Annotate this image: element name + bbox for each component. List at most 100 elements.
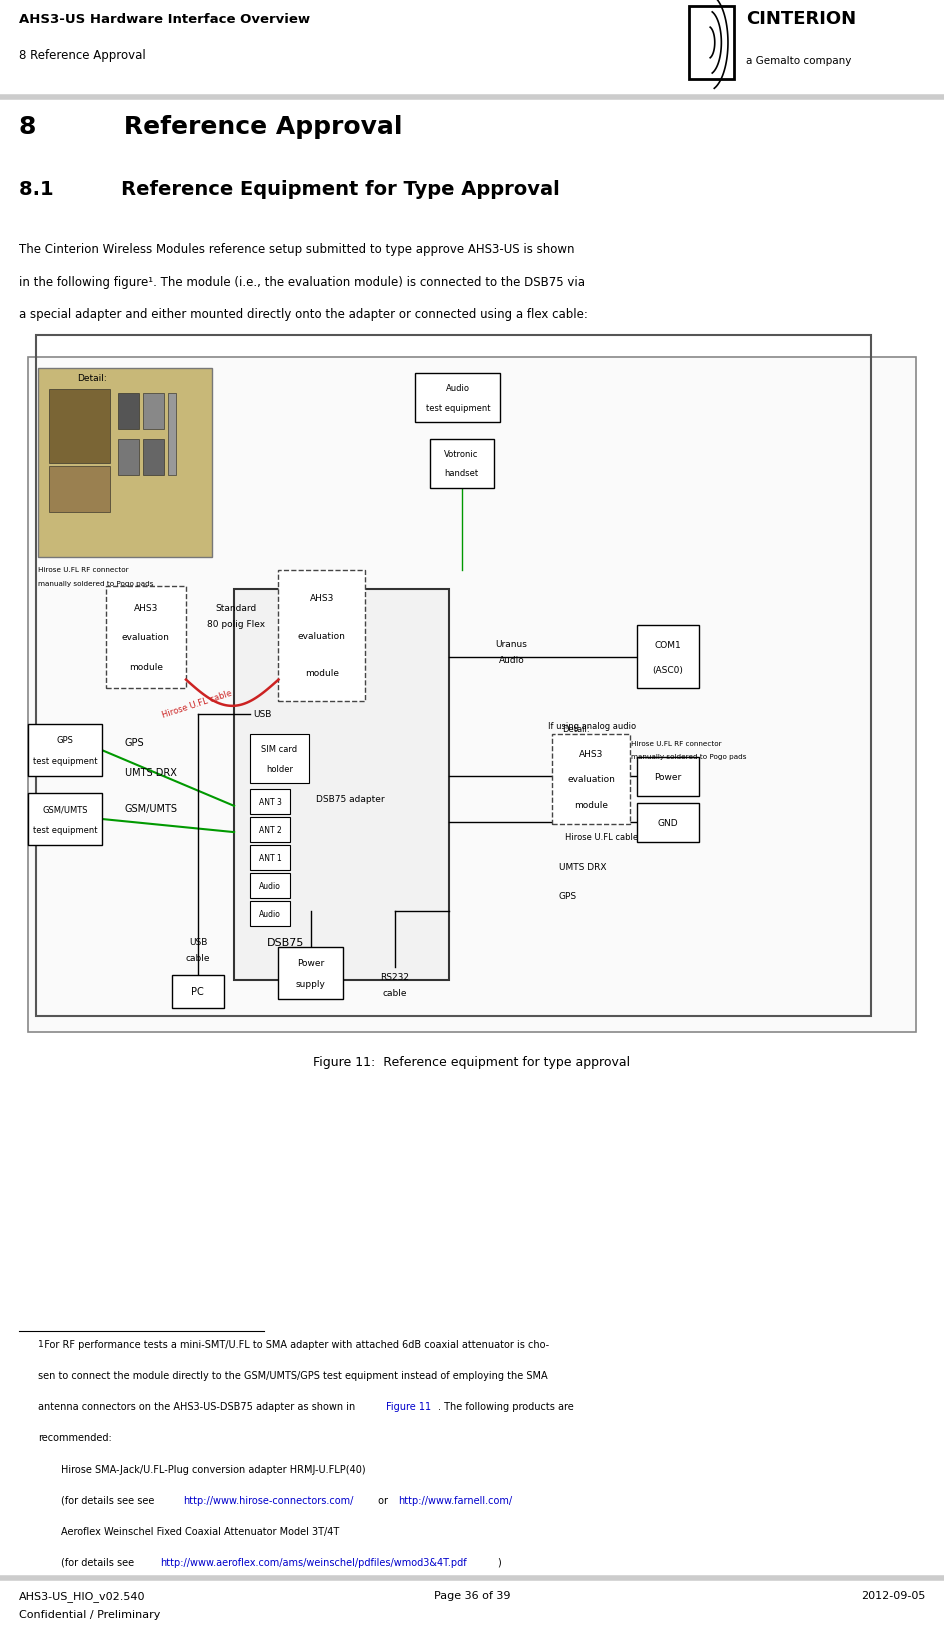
FancyBboxPatch shape — [250, 901, 290, 926]
Text: ANT 1: ANT 1 — [259, 854, 281, 862]
Text: (for details see see: (for details see see — [61, 1495, 158, 1505]
Text: holder: holder — [266, 764, 293, 774]
Text: http://www.farnell.com/: http://www.farnell.com/ — [398, 1495, 513, 1505]
Text: ): ) — [497, 1557, 500, 1567]
FancyBboxPatch shape — [118, 393, 139, 429]
Text: Audio: Audio — [446, 384, 470, 393]
Text: AHS3: AHS3 — [310, 593, 334, 603]
Text: cable: cable — [382, 988, 407, 997]
FancyBboxPatch shape — [49, 467, 110, 513]
Text: If using analog audio: If using analog audio — [548, 721, 635, 729]
Text: in the following figure¹. The module (i.e., the evaluation module) is connected : in the following figure¹. The module (i.… — [19, 275, 585, 288]
FancyBboxPatch shape — [49, 390, 110, 464]
FancyBboxPatch shape — [250, 790, 290, 815]
Text: test equipment: test equipment — [426, 403, 490, 413]
FancyBboxPatch shape — [637, 757, 699, 797]
Text: AHS3: AHS3 — [134, 605, 158, 613]
Text: evaluation: evaluation — [567, 775, 615, 783]
Text: a special adapter and either mounted directly onto the adapter or connected usin: a special adapter and either mounted dir… — [19, 308, 588, 321]
Text: SIM card: SIM card — [261, 744, 297, 754]
Text: GPS: GPS — [125, 738, 144, 747]
FancyBboxPatch shape — [28, 357, 916, 1033]
Text: module: module — [574, 800, 608, 810]
Text: handset: handset — [445, 469, 479, 479]
Text: 1: 1 — [38, 1339, 43, 1347]
FancyBboxPatch shape — [430, 439, 494, 488]
Text: module: module — [128, 662, 163, 670]
Text: GSM/UMTS: GSM/UMTS — [42, 805, 88, 813]
FancyBboxPatch shape — [118, 439, 139, 475]
Text: sen to connect the module directly to the GSM/UMTS/GPS test equipment instead of: sen to connect the module directly to th… — [38, 1370, 548, 1380]
FancyBboxPatch shape — [415, 374, 500, 423]
Text: test equipment: test equipment — [33, 826, 97, 834]
Text: CINTERION: CINTERION — [746, 10, 856, 28]
Text: Confidential / Preliminary: Confidential / Preliminary — [19, 1609, 160, 1619]
Text: Figure 11:  Reference equipment for type approval: Figure 11: Reference equipment for type … — [313, 1056, 631, 1069]
Text: COM1: COM1 — [654, 641, 682, 649]
Text: AHS3-US_HIO_v02.540: AHS3-US_HIO_v02.540 — [19, 1590, 145, 1601]
Text: AHS3-US Hardware Interface Overview: AHS3-US Hardware Interface Overview — [19, 13, 310, 26]
Text: DSB75 adapter: DSB75 adapter — [316, 795, 385, 803]
FancyBboxPatch shape — [143, 439, 164, 475]
Text: Detail:: Detail: — [77, 374, 108, 382]
FancyBboxPatch shape — [278, 570, 365, 701]
FancyBboxPatch shape — [38, 369, 212, 557]
Text: module: module — [305, 669, 339, 679]
Text: RS232: RS232 — [380, 972, 409, 980]
Text: ANT 2: ANT 2 — [259, 826, 281, 834]
Text: USB: USB — [189, 938, 208, 946]
Text: DSB75: DSB75 — [267, 938, 305, 947]
Text: recommended:: recommended: — [38, 1432, 111, 1442]
FancyBboxPatch shape — [172, 975, 224, 1008]
Text: Uranus: Uranus — [496, 639, 528, 647]
Text: PC: PC — [192, 987, 204, 997]
Text: Standard: Standard — [215, 603, 257, 611]
Text: Hirose SMA-Jack/U.FL-Plug conversion adapter HRMJ-U.FLP(40): Hirose SMA-Jack/U.FL-Plug conversion ada… — [61, 1464, 366, 1473]
Text: 80 polig Flex: 80 polig Flex — [207, 620, 265, 628]
Text: GPS: GPS — [559, 892, 577, 900]
Text: Hirose U.FL cable: Hirose U.FL cable — [565, 833, 637, 841]
Text: AHS3: AHS3 — [579, 749, 603, 759]
Text: manually soldered to Pogo pads: manually soldered to Pogo pads — [631, 754, 746, 760]
Text: USB: USB — [253, 710, 271, 718]
Text: a Gemalto company: a Gemalto company — [746, 56, 851, 66]
Text: Hirose U.FL RF connector: Hirose U.FL RF connector — [631, 741, 721, 747]
FancyBboxPatch shape — [168, 393, 176, 475]
Text: 8 Reference Approval: 8 Reference Approval — [19, 49, 145, 62]
Text: Figure 11: Figure 11 — [386, 1401, 431, 1411]
Text: supply: supply — [295, 980, 326, 988]
Text: 8.1          Reference Equipment for Type Approval: 8.1 Reference Equipment for Type Approva… — [19, 180, 560, 200]
FancyBboxPatch shape — [250, 818, 290, 842]
Text: The Cinterion Wireless Modules reference setup submitted to type approve AHS3-US: The Cinterion Wireless Modules reference… — [19, 243, 574, 256]
FancyBboxPatch shape — [637, 626, 699, 688]
Text: manually soldered to Pogo pads: manually soldered to Pogo pads — [38, 580, 153, 587]
FancyBboxPatch shape — [250, 846, 290, 870]
FancyBboxPatch shape — [637, 803, 699, 842]
Text: GSM/UMTS: GSM/UMTS — [125, 803, 177, 813]
Text: (for details see: (for details see — [61, 1557, 138, 1567]
Text: UMTS DRX: UMTS DRX — [125, 767, 177, 777]
Text: Power: Power — [297, 959, 324, 967]
Text: UMTS DRX: UMTS DRX — [559, 862, 606, 870]
FancyBboxPatch shape — [250, 734, 309, 783]
Text: or: or — [375, 1495, 391, 1505]
Text: Audio: Audio — [498, 656, 525, 664]
FancyBboxPatch shape — [278, 947, 343, 1000]
Text: Audio: Audio — [259, 910, 281, 918]
Text: evaluation: evaluation — [122, 633, 170, 642]
Text: Hirose U.FL RF connector: Hirose U.FL RF connector — [38, 567, 128, 574]
FancyBboxPatch shape — [250, 874, 290, 898]
FancyBboxPatch shape — [143, 393, 164, 429]
Text: http://www.hirose-connectors.com/: http://www.hirose-connectors.com/ — [183, 1495, 354, 1505]
Text: cable: cable — [186, 954, 211, 962]
FancyBboxPatch shape — [28, 724, 102, 777]
Text: ANT 3: ANT 3 — [259, 798, 281, 806]
Text: 2012-09-05: 2012-09-05 — [861, 1590, 925, 1600]
Text: Page 36 of 39: Page 36 of 39 — [433, 1590, 511, 1600]
Text: antenna connectors on the AHS3-US-DSB75 adapter as shown in: antenna connectors on the AHS3-US-DSB75 … — [38, 1401, 358, 1411]
Text: GPS: GPS — [57, 736, 74, 744]
Text: Aeroflex Weinschel Fixed Coaxial Attenuator Model 3T/4T: Aeroflex Weinschel Fixed Coaxial Attenua… — [61, 1526, 340, 1536]
Text: Audio: Audio — [259, 882, 281, 890]
Text: GND: GND — [658, 818, 678, 828]
Text: Detail:: Detail: — [562, 724, 589, 733]
